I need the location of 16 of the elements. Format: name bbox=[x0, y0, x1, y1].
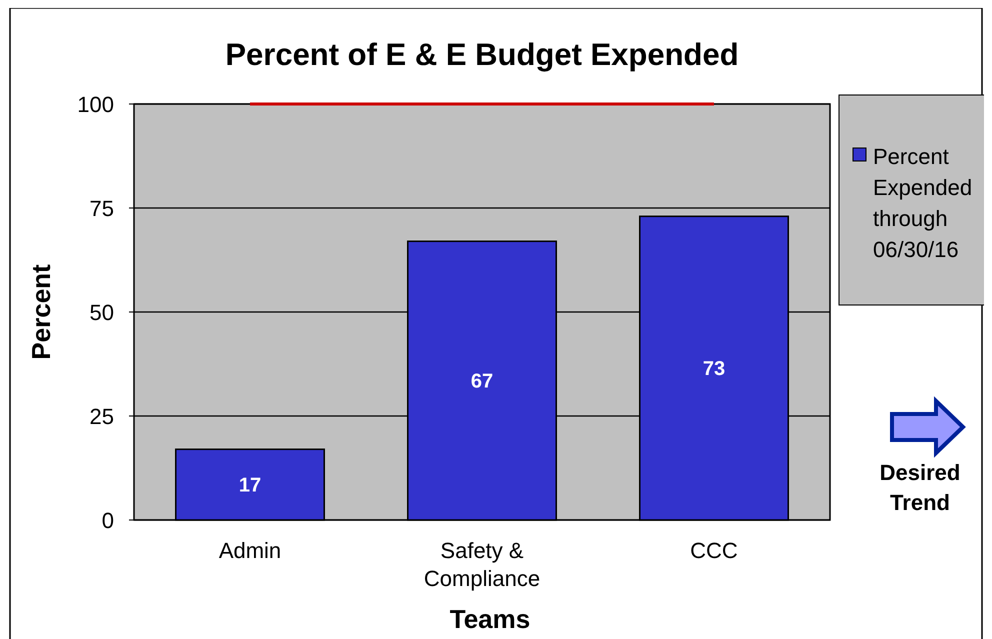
y-tick-label: 0 bbox=[102, 508, 114, 533]
legend-label: Percent Expended through 06/30/16 bbox=[873, 144, 972, 262]
chart-title: Percent of E & E Budget Expended bbox=[225, 37, 739, 72]
y-tick-label: 25 bbox=[90, 404, 114, 429]
x-axis-title: Teams bbox=[450, 604, 530, 634]
y-tick-label: 50 bbox=[90, 300, 114, 325]
x-tick-label: Admin bbox=[218, 538, 282, 563]
data-label: 17 bbox=[238, 474, 262, 497]
y-axis-title: Percent bbox=[26, 264, 56, 360]
x-tick-label: Safety & Compliance bbox=[424, 538, 540, 591]
data-label: 67 bbox=[470, 370, 494, 393]
text: Desired Trend bbox=[880, 460, 960, 515]
x-tick-label: CCC bbox=[690, 538, 738, 563]
y-tick-label: 75 bbox=[90, 196, 114, 221]
data-label: 73 bbox=[702, 358, 726, 380]
y-tick-label: 100 bbox=[77, 92, 114, 117]
